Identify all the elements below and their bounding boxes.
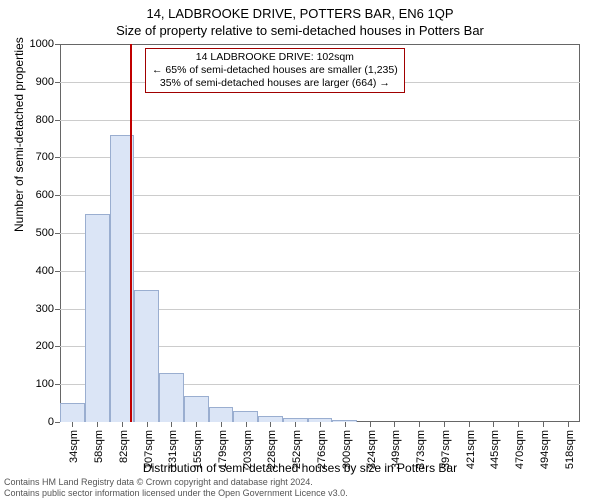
y-tick-label: 600 <box>36 189 54 201</box>
gridline <box>60 271 580 272</box>
x-tick-label: 228sqm <box>266 430 278 469</box>
x-tick-label: 131sqm <box>167 430 179 469</box>
annotation-line: 35% of semi-detached houses are larger (… <box>152 77 398 90</box>
x-tick-label: 179sqm <box>217 430 229 469</box>
x-tick-mark <box>147 422 148 427</box>
y-tick-label: 900 <box>36 76 54 88</box>
annotation-line: 14 LADBROOKE DRIVE: 102sqm <box>152 51 398 64</box>
x-tick-label: 470sqm <box>514 430 526 469</box>
histogram-bar <box>159 373 184 422</box>
x-tick-label: 373sqm <box>415 430 427 469</box>
x-tick-label: 445sqm <box>489 430 501 469</box>
x-tick-mark <box>72 422 73 427</box>
annotation-line: ← 65% of semi-detached houses are smalle… <box>152 64 398 77</box>
y-tick-mark <box>55 271 60 272</box>
gridline <box>60 120 580 121</box>
histogram-bar <box>233 411 258 422</box>
y-tick-label: 500 <box>36 227 54 239</box>
y-tick-mark <box>55 195 60 196</box>
x-tick-mark <box>246 422 247 427</box>
x-tick-mark <box>419 422 420 427</box>
gridline <box>60 157 580 158</box>
y-tick-label: 800 <box>36 114 54 126</box>
gridline <box>60 195 580 196</box>
y-tick-label: 700 <box>36 151 54 163</box>
histogram-bar <box>60 403 85 422</box>
x-tick-label: 397sqm <box>440 430 452 469</box>
histogram-bar <box>85 214 110 422</box>
x-tick-label: 349sqm <box>390 430 402 469</box>
footer-line: Contains public sector information licen… <box>4 488 596 498</box>
x-tick-label: 34sqm <box>68 430 80 463</box>
y-tick-mark <box>55 157 60 158</box>
y-tick-label: 0 <box>48 416 54 428</box>
x-tick-mark <box>469 422 470 427</box>
annotation-box: 14 LADBROOKE DRIVE: 102sqm← 65% of semi-… <box>145 48 405 93</box>
x-tick-label: 518sqm <box>564 430 576 469</box>
x-tick-mark <box>171 422 172 427</box>
x-tick-mark <box>270 422 271 427</box>
x-tick-mark <box>493 422 494 427</box>
histogram-bar <box>184 396 209 422</box>
y-tick-label: 400 <box>36 265 54 277</box>
y-tick-mark <box>55 44 60 45</box>
x-tick-label: 155sqm <box>192 430 204 469</box>
gridline <box>60 233 580 234</box>
footer-line: Contains HM Land Registry data © Crown c… <box>4 477 596 487</box>
x-tick-mark <box>122 422 123 427</box>
x-tick-label: 82sqm <box>118 430 130 463</box>
y-tick-label: 200 <box>36 340 54 352</box>
chart-plot-area: 14 LADBROOKE DRIVE: 102sqm← 65% of semi-… <box>60 44 580 422</box>
chart-title-sub: Size of property relative to semi-detach… <box>0 21 600 38</box>
x-tick-label: 58sqm <box>93 430 105 463</box>
y-tick-mark <box>55 120 60 121</box>
x-tick-mark <box>370 422 371 427</box>
x-tick-label: 421sqm <box>465 430 477 469</box>
x-tick-label: 107sqm <box>143 430 155 469</box>
x-tick-mark <box>543 422 544 427</box>
footer-attribution: Contains HM Land Registry data © Crown c… <box>0 475 600 500</box>
y-tick-mark <box>55 422 60 423</box>
y-tick-mark <box>55 309 60 310</box>
chart-title-main: 14, LADBROOKE DRIVE, POTTERS BAR, EN6 1Q… <box>0 0 600 21</box>
x-tick-mark <box>345 422 346 427</box>
x-tick-mark <box>320 422 321 427</box>
x-tick-label: 203sqm <box>242 430 254 469</box>
y-axis-label: Number of semi-detached properties <box>12 37 26 232</box>
y-tick-mark <box>55 346 60 347</box>
x-tick-mark <box>97 422 98 427</box>
histogram-bar <box>134 290 159 422</box>
y-tick-mark <box>55 233 60 234</box>
x-tick-label: 494sqm <box>539 430 551 469</box>
y-tick-label: 100 <box>36 378 54 390</box>
x-tick-mark <box>444 422 445 427</box>
y-tick-label: 1000 <box>30 38 54 50</box>
x-tick-mark <box>221 422 222 427</box>
x-tick-mark <box>518 422 519 427</box>
histogram-bar <box>209 407 234 422</box>
x-tick-label: 324sqm <box>366 430 378 469</box>
highlight-line <box>130 44 132 422</box>
x-tick-label: 276sqm <box>316 430 328 469</box>
x-tick-label: 300sqm <box>341 430 353 469</box>
x-tick-mark <box>394 422 395 427</box>
x-tick-mark <box>196 422 197 427</box>
x-tick-label: 252sqm <box>291 430 303 469</box>
x-tick-mark <box>295 422 296 427</box>
y-tick-mark <box>55 384 60 385</box>
y-tick-mark <box>55 82 60 83</box>
x-tick-mark <box>568 422 569 427</box>
y-tick-label: 300 <box>36 303 54 315</box>
